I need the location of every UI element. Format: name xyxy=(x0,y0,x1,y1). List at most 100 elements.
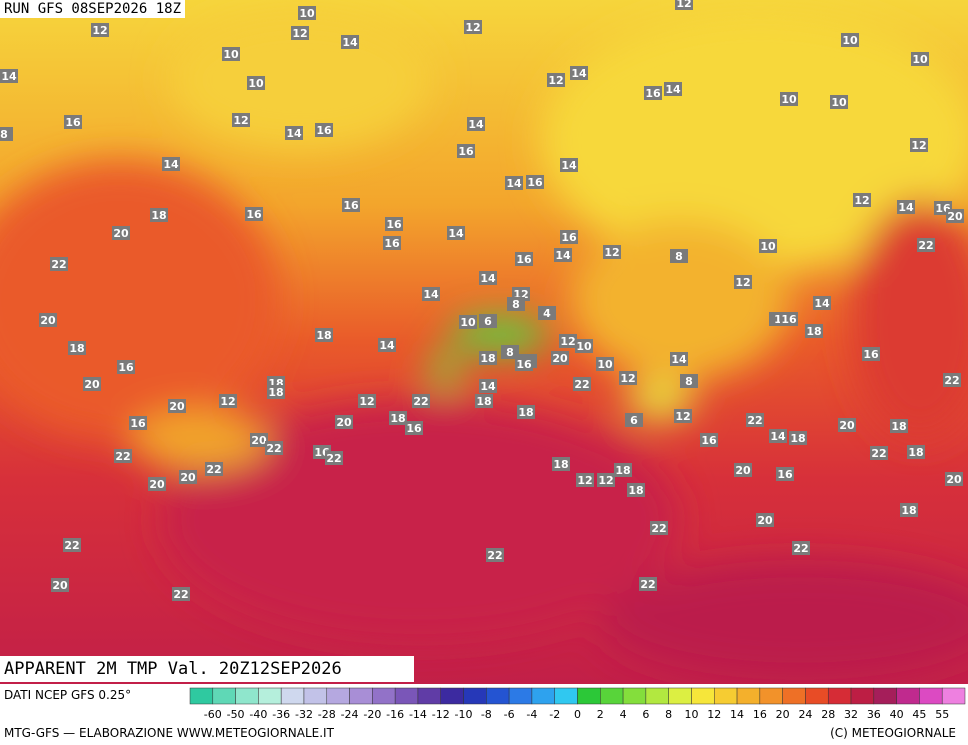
value-label: 22 xyxy=(574,378,589,391)
value-label: 8 xyxy=(685,375,693,388)
label-box xyxy=(907,445,925,459)
value-label: 20 xyxy=(84,378,100,391)
value-label: 14 xyxy=(814,297,830,310)
colorbar-swatch xyxy=(600,687,624,705)
value-label: 8 xyxy=(512,298,520,311)
value-label: 16 xyxy=(561,231,577,244)
label-box xyxy=(467,117,485,131)
value-label: 10 xyxy=(842,34,858,47)
colorbar-swatch xyxy=(486,687,510,705)
colorbar-tick-label: -28 xyxy=(318,708,336,721)
value-label: 20 xyxy=(946,473,962,486)
value-label: 22 xyxy=(918,239,933,252)
label-box xyxy=(422,287,440,301)
colorbar-tick-label: -40 xyxy=(249,708,267,721)
label-box xyxy=(573,377,591,391)
colorbar-tick-label: -8 xyxy=(481,708,492,721)
value-label: 12 xyxy=(233,114,248,127)
label-box xyxy=(792,541,810,555)
label-box xyxy=(946,209,964,223)
label-box xyxy=(910,138,928,152)
value-label: 12 xyxy=(220,395,235,408)
value-label: 10 xyxy=(597,358,613,371)
label-box xyxy=(389,411,407,425)
label-box xyxy=(247,76,265,90)
colorbar-tick-label: 8 xyxy=(665,708,672,721)
value-label: 20 xyxy=(169,400,185,413)
colorbar-tick-label: -24 xyxy=(341,708,359,721)
colorbar-tick-label: -10 xyxy=(455,708,473,721)
label-box xyxy=(385,217,403,231)
colorbar-swatch xyxy=(417,687,441,705)
colorbar-swatch xyxy=(827,687,852,705)
value-label: 14 xyxy=(448,227,464,240)
value-label: 10 xyxy=(576,340,592,353)
value-label: 12 xyxy=(675,410,690,423)
value-label: 18 xyxy=(268,386,283,399)
value-label: 22 xyxy=(871,447,886,460)
colorbar-tick-label: 20 xyxy=(776,708,790,721)
colorbar-tick-label: 55 xyxy=(935,708,949,721)
label-box xyxy=(219,394,237,408)
label-box xyxy=(298,6,316,20)
colorbar-swatch xyxy=(280,687,305,705)
value-label: 16 xyxy=(516,358,532,371)
value-label: 8 xyxy=(506,346,514,359)
colorbar-swatch xyxy=(782,687,806,705)
label-box xyxy=(341,35,359,49)
value-label: 20 xyxy=(839,419,855,432)
label-box xyxy=(575,339,593,353)
label-box xyxy=(412,394,430,408)
value-label: 22 xyxy=(51,258,66,271)
colorbar-tick-label: 10 xyxy=(684,708,698,721)
label-box xyxy=(222,47,240,61)
colorbar-swatch xyxy=(235,687,259,705)
label-box xyxy=(670,352,688,366)
label-box xyxy=(64,115,82,129)
value-label: 12 xyxy=(292,27,307,40)
label-box xyxy=(479,379,497,393)
value-label: 22 xyxy=(651,522,666,535)
temperature-field xyxy=(0,10,968,680)
colorbar-swatch xyxy=(850,687,875,705)
value-label: 16 xyxy=(645,87,661,100)
value-label: 16 xyxy=(386,218,402,231)
label-box xyxy=(830,95,848,109)
colorbar-tick-label: 45 xyxy=(912,708,926,721)
colorbar-swatch xyxy=(303,687,328,705)
value-label: 18 xyxy=(518,406,533,419)
value-label: 22 xyxy=(747,414,762,427)
colorbar-swatch xyxy=(372,687,396,705)
value-label: 14 xyxy=(898,201,914,214)
value-label: 12 xyxy=(92,24,107,37)
label-box xyxy=(769,429,787,443)
value-label: 20 xyxy=(947,210,963,223)
colorbar-swatch xyxy=(896,687,920,705)
colorbar-swatch xyxy=(189,687,214,705)
label-box xyxy=(614,463,632,477)
value-label: 10 xyxy=(781,93,797,106)
value-label: 14 xyxy=(770,430,786,443)
label-box xyxy=(325,451,343,465)
value-label: 14 xyxy=(555,249,571,262)
label-box xyxy=(501,345,519,359)
label-box xyxy=(526,175,544,189)
value-label: 22 xyxy=(793,542,808,555)
label-box xyxy=(734,463,752,477)
value-label: 16 xyxy=(527,176,543,189)
label-box xyxy=(552,457,570,471)
value-label: 22 xyxy=(266,442,281,455)
value-label: 20 xyxy=(552,352,568,365)
value-label: 22 xyxy=(206,463,221,476)
label-box xyxy=(776,467,794,481)
colorbar-tick-label: -60 xyxy=(204,708,222,721)
value-label: 8 xyxy=(0,128,8,141)
label-box xyxy=(205,462,223,476)
value-label: 22 xyxy=(326,452,341,465)
colorbar-tick-label: 16 xyxy=(753,708,767,721)
value-label: 12 xyxy=(548,74,563,87)
colorbar-swatch xyxy=(349,687,373,705)
value-label: 14 xyxy=(342,36,358,49)
value-label: 16 xyxy=(384,237,400,250)
colorbar-swatch xyxy=(212,687,236,705)
